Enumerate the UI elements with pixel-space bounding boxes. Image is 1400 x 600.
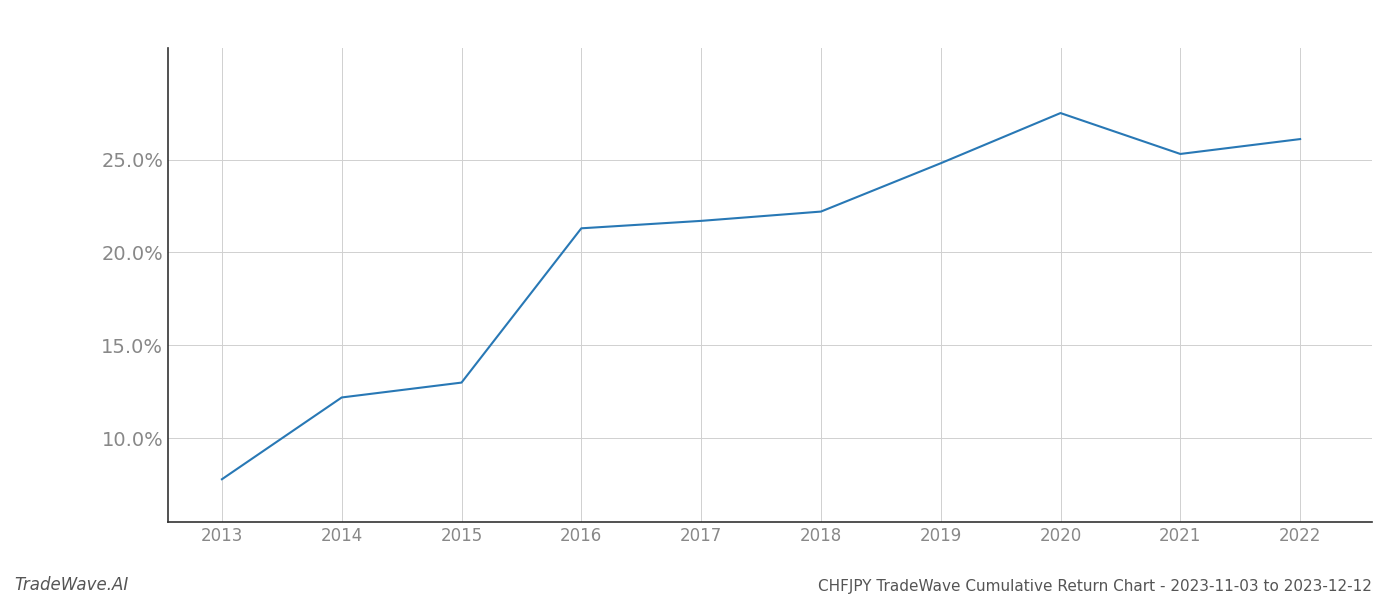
- Text: TradeWave.AI: TradeWave.AI: [14, 576, 129, 594]
- Text: CHFJPY TradeWave Cumulative Return Chart - 2023-11-03 to 2023-12-12: CHFJPY TradeWave Cumulative Return Chart…: [818, 579, 1372, 594]
